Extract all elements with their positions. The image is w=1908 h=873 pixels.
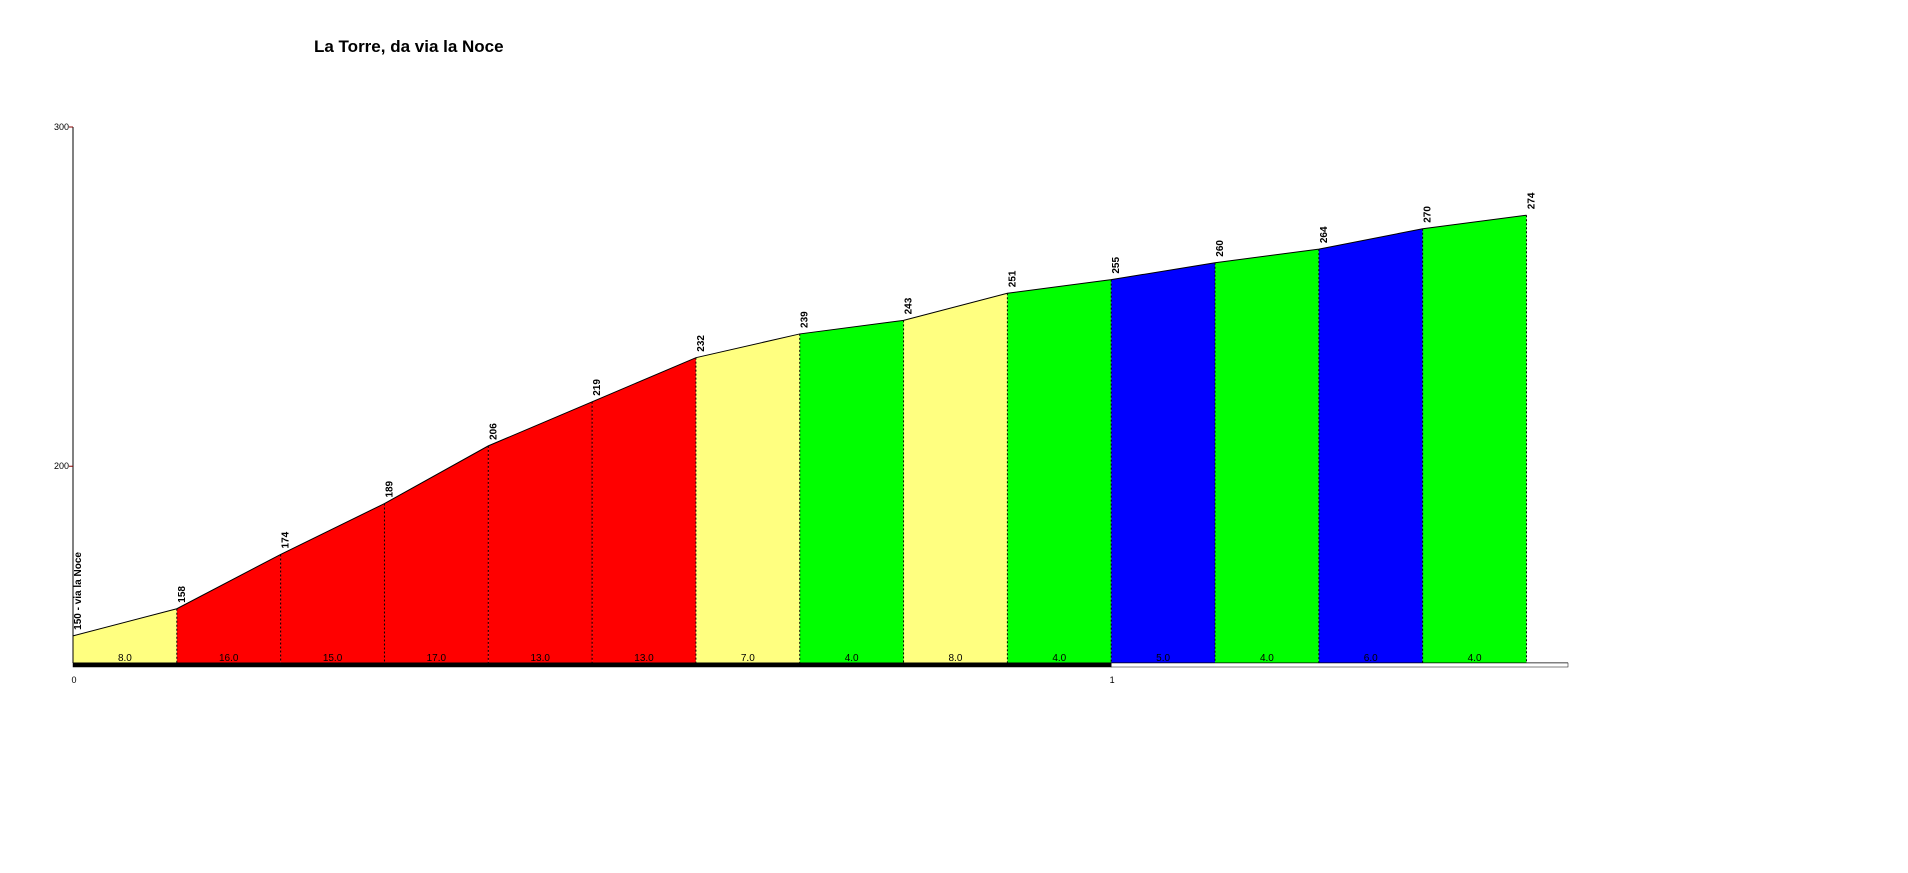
profile-segment	[695, 333, 800, 663]
grade-label: 6.0	[1364, 653, 1378, 664]
elevation-label: 158	[177, 586, 188, 603]
grade-label: 4.0	[1052, 653, 1066, 664]
profile-segment	[799, 320, 904, 663]
grade-label: 17.0	[427, 653, 447, 664]
grade-label: 15.0	[323, 653, 343, 664]
y-tick-label: 200	[54, 461, 69, 471]
elevation-label: 270	[1423, 206, 1434, 223]
elevation-label: 239	[800, 311, 811, 328]
grade-label: 4.0	[1260, 653, 1274, 664]
elevation-label: 219	[592, 379, 603, 396]
grade-label: 5.0	[1156, 653, 1170, 664]
grade-label: 8.0	[949, 653, 963, 664]
profile-segment	[1318, 228, 1423, 663]
elevation-label: 206	[488, 423, 499, 440]
elevation-label: 255	[1111, 257, 1122, 274]
profile-segment	[592, 357, 696, 663]
elevation-label: 232	[696, 335, 707, 352]
elevation-label: 150 - via la Noce	[73, 552, 84, 630]
elevation-label: 189	[384, 480, 395, 497]
profile-segment	[903, 293, 1008, 663]
profile-line	[72, 214, 1527, 637]
grade-label: 16.0	[219, 653, 239, 664]
profile-segment	[176, 554, 281, 663]
elevation-label: 274	[1526, 192, 1537, 209]
elevation-label: 174	[281, 531, 292, 548]
grade-label: 7.0	[741, 653, 755, 664]
profile-segment	[73, 608, 177, 663]
grade-label: 4.0	[845, 653, 859, 664]
chart-title: La Torre, da via la Noce	[314, 37, 504, 56]
grade-label: 13.0	[530, 653, 550, 664]
profile-segment	[280, 503, 385, 663]
elevation-label: 251	[1007, 270, 1018, 287]
y-tick-label: 300	[54, 122, 69, 132]
profile-segment	[1215, 249, 1319, 663]
elevation-label: 243	[904, 297, 915, 314]
x-tick-label: 1	[1110, 675, 1115, 685]
grade-label: 8.0	[118, 653, 132, 664]
profile-segment	[1111, 262, 1216, 663]
profile-segment	[1007, 279, 1112, 663]
profile-segment	[384, 445, 489, 663]
x-tick-label: 0	[71, 675, 76, 685]
grade-label: 4.0	[1468, 653, 1482, 664]
grade-label: 13.0	[634, 653, 654, 664]
profile-segment	[1422, 215, 1527, 664]
km-bar	[72, 662, 1112, 668]
elevation-label: 264	[1319, 226, 1330, 243]
km-bar	[1110, 662, 1569, 668]
elevation-label: 260	[1215, 240, 1226, 257]
profile-segment	[488, 401, 593, 663]
